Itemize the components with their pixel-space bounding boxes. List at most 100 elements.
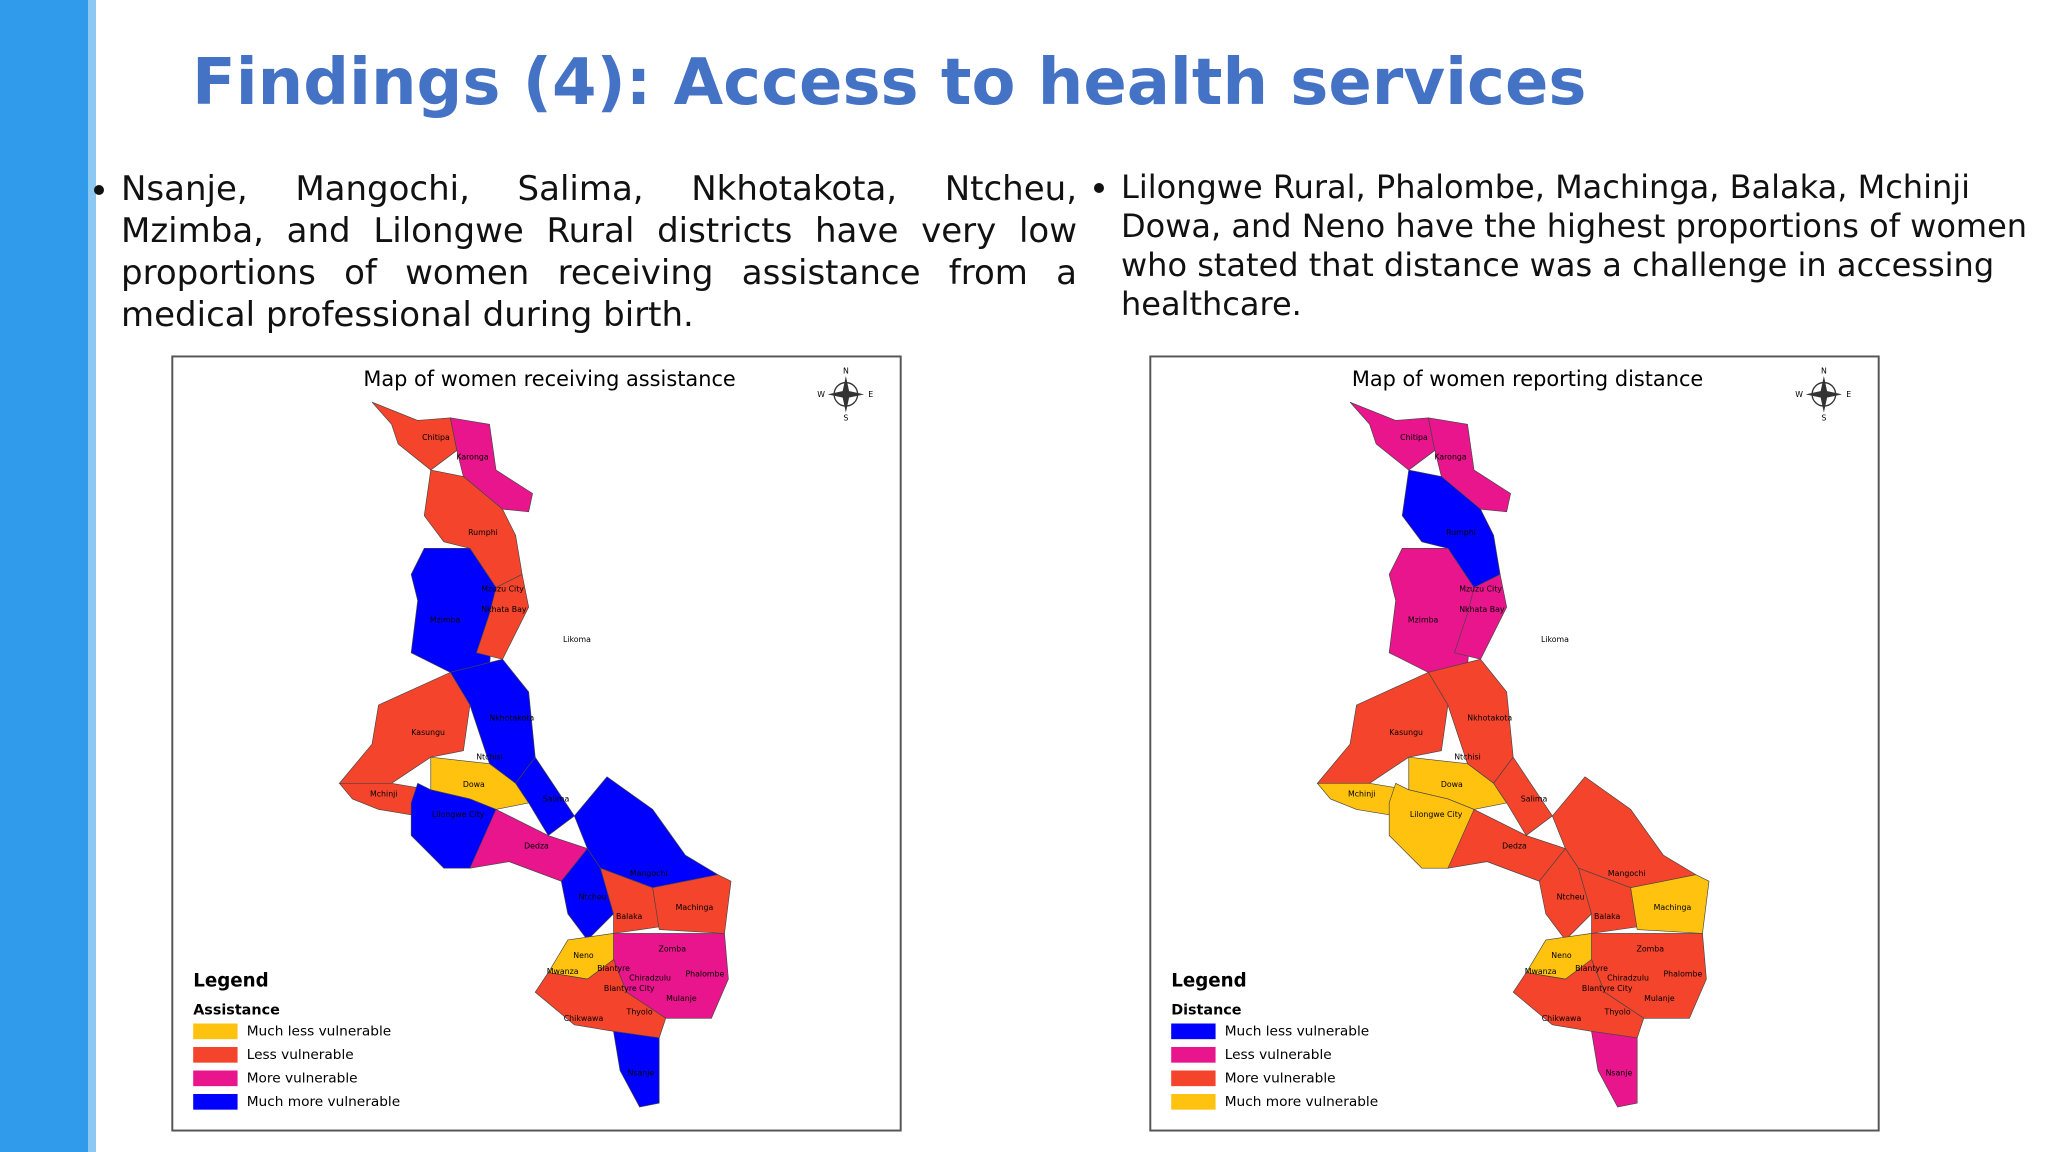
district-label: Karonga [456, 452, 489, 461]
district-label: Mzimba [430, 616, 461, 625]
legend-swatch [1171, 1046, 1216, 1063]
map-frame [1149, 355, 1880, 1132]
slide-title: Findings (4): Access to health services [192, 46, 1587, 120]
district-label: Lilongwe City [1410, 810, 1463, 819]
district-label: Chikwawa [564, 1014, 604, 1023]
side-bar-stripe [88, 0, 96, 1152]
bullet: Nsanje, Mangochi, Salima, Nkhotakota, Nt… [121, 168, 1077, 336]
district-label: Machinga [1654, 903, 1692, 912]
compass-letter: W [1795, 390, 1803, 399]
map-title: Map of women receiving assistance [363, 367, 735, 391]
compass-letter: E [868, 390, 873, 399]
district [1630, 874, 1710, 934]
district-label: Nkhotakota [1467, 714, 1512, 723]
map: Map of women reporting distance N E S W Chiti… [1149, 355, 1880, 1132]
legend-swatch [193, 1070, 238, 1087]
district-label: Karonga [1434, 452, 1467, 461]
district-label: Chikwawa [1542, 1014, 1582, 1023]
compass-letter: N [843, 366, 849, 375]
district-label: Chitipa [1400, 433, 1428, 442]
district-label: Nsanje [628, 1069, 655, 1078]
district-label: Thyolo [626, 1007, 653, 1016]
district-label: Nkhotakota [489, 714, 534, 723]
district-label: Dedza [1502, 841, 1527, 850]
district-label: Mulanje [1644, 994, 1675, 1003]
district-label: Mchinji [1348, 789, 1376, 798]
district-label: Ntchisi [476, 753, 503, 762]
district [1493, 756, 1553, 837]
map: Map of women receiving assistance N E S W Chi… [171, 355, 902, 1132]
bullet-list: Nsanje, Mangochi, Salima, Nkhotakota, Nt… [85, 168, 1077, 336]
legend-label: Much more vulnerable [247, 1094, 400, 1110]
district-label: Balaka [616, 912, 643, 921]
district-label: Likoma [563, 635, 591, 644]
legend-swatch [193, 1093, 238, 1110]
district-label: Ntchisi [1454, 753, 1481, 762]
legend-swatch [1171, 1023, 1216, 1040]
district-label: Blantyre [597, 964, 630, 973]
district [613, 1030, 660, 1108]
district-label: Chiradzulu [629, 973, 671, 982]
legend-label: Less vulnerable [1225, 1047, 1332, 1063]
legend-label: Much less vulnerable [1225, 1023, 1369, 1039]
district-label: Mulanje [666, 994, 697, 1003]
district-label: Rumphi [1446, 528, 1476, 537]
district-label: Dowa [1441, 780, 1463, 789]
legend-label: More vulnerable [1225, 1070, 1336, 1086]
district-label: Mzuzu City [1459, 584, 1502, 593]
map-title: Map of women reporting distance [1352, 367, 1703, 391]
district-label: Ntcheu [1557, 892, 1585, 901]
compass-letter: W [817, 390, 825, 399]
district-label: Likoma [1541, 635, 1569, 644]
district [1591, 1030, 1638, 1108]
district-label: Blantyre City [1582, 984, 1633, 993]
legend-swatch [1171, 1070, 1216, 1087]
district-label: Neno [1551, 951, 1572, 960]
district-label: Mchinji [370, 789, 398, 798]
district-label: Mwanza [1525, 967, 1557, 976]
district-label: Nkhata Bay [1459, 605, 1505, 614]
district [515, 756, 575, 837]
district-label: Nsanje [1606, 1069, 1633, 1078]
legend-label: More vulnerable [247, 1070, 358, 1086]
legend-title: Legend [1171, 971, 1247, 992]
district-label: Blantyre City [604, 984, 655, 993]
district [1349, 401, 1436, 471]
legend-subtitle: Assistance [193, 1002, 280, 1018]
compass-letter: N [1821, 366, 1827, 375]
district-label: Thyolo [1604, 1007, 1631, 1016]
district-label: Phalombe [685, 969, 724, 978]
district-label: Chitipa [422, 433, 450, 442]
district-label: Blantyre [1575, 964, 1608, 973]
compass-letter: S [1821, 413, 1826, 422]
legend-swatch [193, 1023, 238, 1040]
legend-swatch [193, 1046, 238, 1063]
bullet-list: Lilongwe Rural, Phalombe, Machinga, Bala… [1085, 168, 2048, 324]
district-label: Dowa [463, 780, 485, 789]
district-label: Neno [573, 951, 594, 960]
compass [827, 376, 865, 413]
bullet: Lilongwe Rural, Phalombe, Machinga, Bala… [1121, 168, 2048, 324]
district-label: Salima [543, 794, 570, 803]
legend-title: Legend [193, 971, 269, 992]
district [449, 417, 533, 513]
district-label: Mzimba [1408, 616, 1439, 625]
district-label: Kasungu [411, 728, 445, 737]
legend-label: Much more vulnerable [1225, 1094, 1378, 1110]
district [652, 874, 732, 934]
district [1427, 417, 1511, 513]
district-label: Kasungu [1389, 728, 1423, 737]
district-label: Machinga [676, 903, 714, 912]
district-label: Mwanza [547, 967, 579, 976]
district-label: Zomba [658, 945, 686, 954]
compass-letter: E [1846, 390, 1851, 399]
district [1512, 959, 1645, 1039]
legend-label: Much less vulnerable [247, 1023, 391, 1039]
district-label: Chiradzulu [1607, 973, 1649, 982]
district-label: Mangochi [1608, 869, 1646, 878]
district-label: Lilongwe City [432, 810, 485, 819]
district-label: Dedza [524, 841, 549, 850]
district [534, 959, 667, 1039]
district-label: Nkhata Bay [481, 605, 527, 614]
